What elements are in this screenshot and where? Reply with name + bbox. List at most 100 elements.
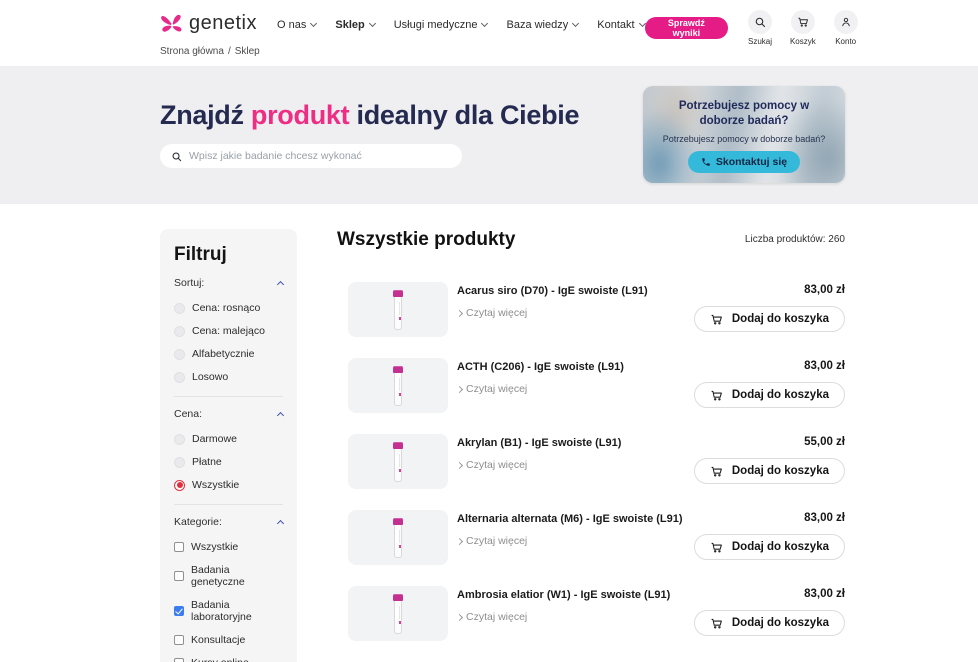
hero-section: Znajdź produkt idealny dla Ciebie Potrze… xyxy=(0,66,978,204)
chevron-down-icon xyxy=(572,19,580,28)
product-title[interactable]: Ambrosia elatior (W1) - IgE swoiste (L91… xyxy=(457,589,671,601)
search-icon xyxy=(172,152,182,161)
chevron-up-icon xyxy=(276,280,285,289)
contact-button-label: Skontaktuj się xyxy=(715,155,788,168)
contact-button[interactable]: Skontaktuj się xyxy=(687,150,801,173)
checkbox-icon xyxy=(174,542,184,552)
price-option-darmowe[interactable]: Darmowe xyxy=(174,433,283,445)
sort-section-toggle[interactable]: Sortuj: xyxy=(174,277,285,289)
product-image[interactable] xyxy=(348,510,448,565)
price-section-toggle[interactable]: Cena: xyxy=(174,408,285,420)
category-option-konsultacje[interactable]: Konsultacje xyxy=(174,634,283,646)
breadcrumb-home-link[interactable]: Strona główna xyxy=(160,46,224,57)
product-row: Acarus siro (D70) - IgE swoiste (L91) Cz… xyxy=(337,282,845,337)
option-label: Badania laboratoryjne xyxy=(191,599,252,623)
cart-icon xyxy=(711,618,722,629)
filters-heading: Filtruj xyxy=(174,244,227,265)
product-title[interactable]: Alternaria alternata (M6) - IgE swoiste … xyxy=(457,513,683,525)
add-to-cart-button[interactable]: Dodaj do koszyka xyxy=(693,306,845,332)
option-label: Płatne xyxy=(192,456,222,468)
product-image[interactable] xyxy=(348,586,448,641)
product-row: Ambrosia elatior (W1) - IgE swoiste (L91… xyxy=(337,586,845,641)
sort-option-cena-rosnaco[interactable]: Cena: rosnąco xyxy=(174,302,283,314)
price-option-wszystkie[interactable]: Wszystkie xyxy=(174,479,283,491)
breadcrumb-current: Sklep xyxy=(234,46,260,57)
option-label: Losowo xyxy=(192,371,229,383)
search-input[interactable] xyxy=(189,150,451,162)
nav-item-uslugi-medyczne[interactable]: Usługi medyczne xyxy=(393,19,489,31)
add-to-cart-button[interactable]: Dodaj do koszyka xyxy=(693,610,845,636)
read-more-link[interactable]: Czytaj więcej xyxy=(455,611,527,623)
products-heading: Wszystkie produkty xyxy=(337,229,516,250)
products-count: Liczba produktów: 260 xyxy=(744,234,845,245)
product-row: Akrylan (B1) - IgE swoiste (L91) Czytaj … xyxy=(337,434,845,489)
divider xyxy=(174,396,283,397)
nav-item-baza-wiedzy[interactable]: Baza wiedzy xyxy=(506,19,580,31)
user-icon xyxy=(833,10,858,34)
sort-option-alfabetycznie[interactable]: Alfabetycznie xyxy=(174,348,283,360)
phone-icon xyxy=(702,158,710,166)
chevron-right-icon xyxy=(455,613,464,622)
cart-icon xyxy=(790,10,815,34)
chevron-down-icon xyxy=(310,19,318,28)
option-label: Darmowe xyxy=(192,433,237,445)
radio-icon xyxy=(174,348,185,360)
radio-icon xyxy=(174,371,185,383)
radio-icon xyxy=(174,456,185,468)
sort-option-cena-malejaco[interactable]: Cena: malejąco xyxy=(174,325,283,337)
product-title[interactable]: Acarus siro (D70) - IgE swoiste (L91) xyxy=(457,285,648,297)
nav-label: Usługi medyczne xyxy=(393,19,478,31)
nav-label: Baza wiedzy xyxy=(506,19,569,31)
option-label: Konsultacje xyxy=(191,634,246,646)
price-section-label: Cena: xyxy=(174,408,203,420)
option-label: Cena: malejąco xyxy=(192,325,265,337)
category-option-wszystkie[interactable]: Wszystkie xyxy=(174,541,283,553)
option-label: Wszystkie xyxy=(191,541,239,553)
account-action[interactable]: Konto xyxy=(831,10,861,46)
product-title[interactable]: ACTH (C206) - IgE swoiste (L91) xyxy=(457,361,624,373)
test-tube-image xyxy=(393,593,403,634)
nav-item-sklep[interactable]: Sklep xyxy=(335,19,376,31)
add-to-cart-button[interactable]: Dodaj do koszyka xyxy=(693,382,845,408)
nav-item-o-nas[interactable]: O nas xyxy=(277,19,318,31)
cart-action[interactable]: Koszyk xyxy=(788,10,818,46)
nav-label: Sklep xyxy=(335,19,365,31)
product-image[interactable] xyxy=(348,434,448,489)
page-title: Znajdź produkt idealny dla Ciebie xyxy=(160,100,579,131)
read-more-link[interactable]: Czytaj więcej xyxy=(455,307,528,319)
product-image[interactable] xyxy=(348,282,448,337)
add-to-cart-button[interactable]: Dodaj do koszyka xyxy=(693,534,845,560)
filters-sidebar: Filtruj Sortuj: Cena: rosnąco Cena: male… xyxy=(160,229,297,662)
option-label: Kursy online xyxy=(191,657,249,662)
nav-label: O nas xyxy=(277,19,307,31)
category-option-badania-laboratoryjne[interactable]: Badania laboratoryjne xyxy=(174,599,283,623)
product-image[interactable] xyxy=(348,358,448,413)
product-list: Acarus siro (D70) - IgE swoiste (L91) Cz… xyxy=(337,282,845,641)
check-results-button[interactable]: Sprawdź wyniki xyxy=(644,17,729,39)
butterfly-logo-icon xyxy=(161,14,182,32)
price-option-platne[interactable]: Płatne xyxy=(174,456,283,468)
products-section: Wszystkie produkty Liczba produktów: 260… xyxy=(337,229,845,662)
read-more-link[interactable]: Czytaj więcej xyxy=(455,383,528,395)
product-title[interactable]: Akrylan (B1) - IgE swoiste (L91) xyxy=(457,437,622,449)
title-highlight: produkt xyxy=(250,100,350,130)
sort-option-losowo[interactable]: Losowo xyxy=(174,371,283,383)
account-action-label: Konto xyxy=(835,37,857,46)
breadcrumb: Strona główna / Sklep xyxy=(0,46,978,66)
category-option-kursy-online[interactable]: Kursy online xyxy=(174,657,283,662)
categories-section-toggle[interactable]: Kategorie: xyxy=(174,516,285,528)
add-to-cart-button[interactable]: Dodaj do koszyka xyxy=(693,458,845,484)
option-label: Wszystkie xyxy=(192,479,240,491)
nav-item-kontakt[interactable]: Kontakt xyxy=(597,19,646,31)
help-card: Potrzebujesz pomocy w doborze badań? Pot… xyxy=(643,86,845,183)
chevron-right-icon xyxy=(455,537,464,546)
read-more-link[interactable]: Czytaj więcej xyxy=(455,535,527,547)
read-more-label: Czytaj więcej xyxy=(466,383,528,395)
logo[interactable]: genetix xyxy=(160,12,257,35)
category-option-badania-genetyczne[interactable]: Badania genetyczne xyxy=(174,564,283,588)
read-more-label: Czytaj więcej xyxy=(466,307,528,319)
help-card-subtitle: Potrzebujesz pomocy w doborze badań? xyxy=(662,133,826,144)
read-more-link[interactable]: Czytaj więcej xyxy=(455,459,527,471)
add-to-cart-label: Dodaj do koszyka xyxy=(731,389,829,401)
search-action[interactable]: Szukaj xyxy=(745,10,775,46)
